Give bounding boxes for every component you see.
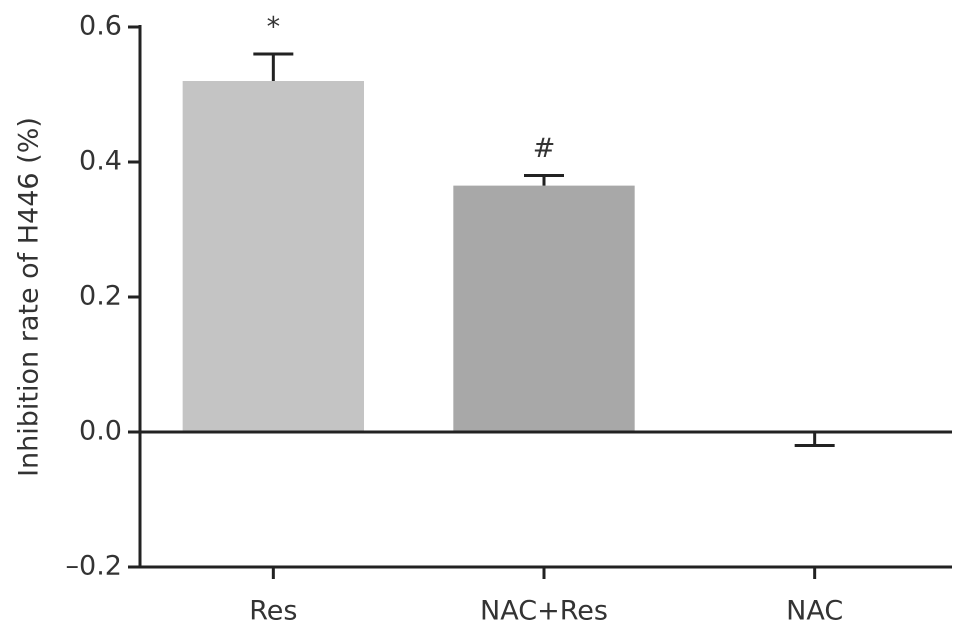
y-tick-label: 0.2 <box>79 281 122 312</box>
significance-label: # <box>533 133 556 164</box>
y-tick-label: –0.2 <box>66 551 122 582</box>
y-tick-label: 0.6 <box>79 11 122 42</box>
y-tick-label: 0.4 <box>79 146 122 177</box>
x-tick-label: NAC <box>786 596 843 627</box>
x-tick-label: NAC+Res <box>480 596 608 627</box>
y-axis-label: Inhibition rate of H446 (%) <box>14 117 45 477</box>
x-tick-label: Res <box>249 596 297 627</box>
bar <box>453 185 635 432</box>
significance-label: * <box>267 12 281 43</box>
y-tick-label: 0.0 <box>79 416 122 447</box>
bar <box>182 81 365 432</box>
